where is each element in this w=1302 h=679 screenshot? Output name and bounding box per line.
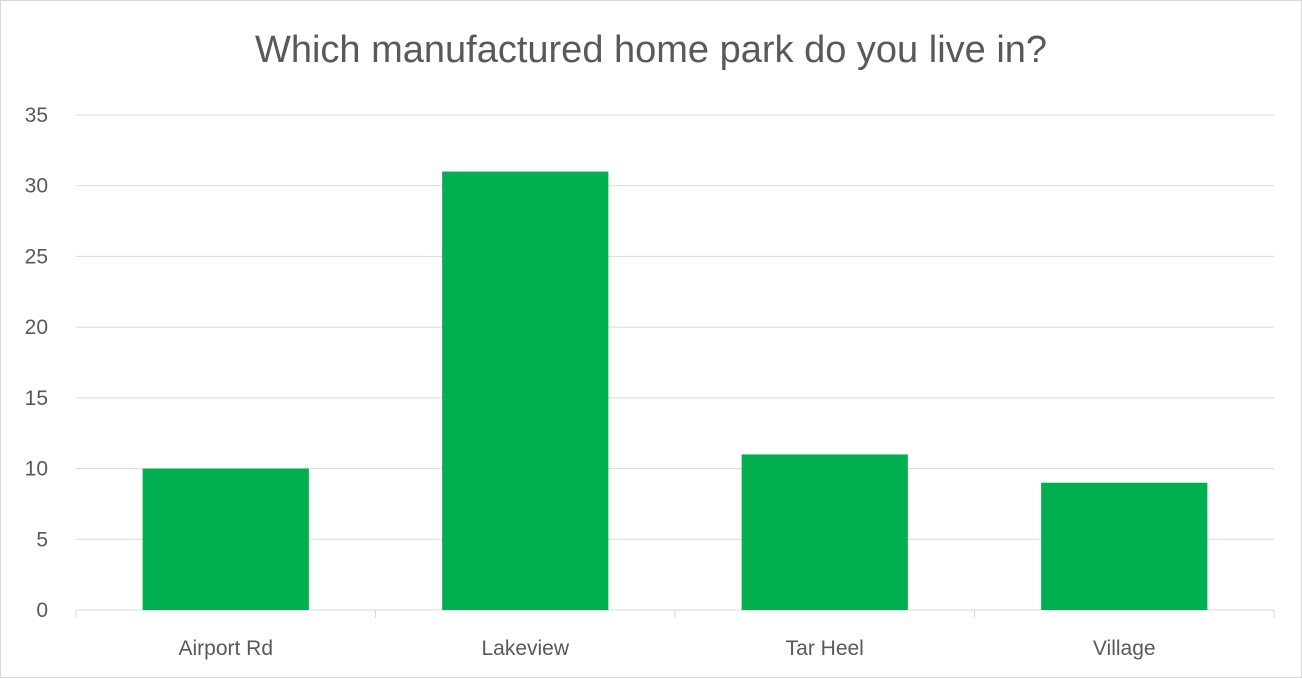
y-tick-label: 35 (25, 104, 48, 127)
y-tick-label: 30 (25, 175, 48, 198)
x-category-label: Lakeview (481, 637, 569, 660)
bar-lakeview (442, 171, 609, 611)
axes: 0 5 10 15 20 25 30 35 Airport Rd Lakeview Tar Heel… (25, 104, 1275, 660)
x-category-label: Airport Rd (178, 637, 273, 660)
bar-village (1041, 482, 1208, 610)
y-tick-label: 10 (25, 458, 48, 481)
y-tick-label: 15 (25, 387, 48, 410)
y-tick-label: 0 (36, 599, 48, 622)
y-tick-label: 20 (25, 316, 48, 339)
y-tick-label: 5 (36, 528, 48, 551)
bars (142, 171, 1208, 611)
chart-title: Which manufactured home park do you live… (254, 29, 1048, 71)
bar-tar-heel (741, 454, 908, 610)
x-category-label: Village (1093, 637, 1156, 660)
y-tick-label: 25 (25, 245, 48, 268)
bar-airport-rd (142, 468, 309, 610)
x-category-label: Tar Heel (786, 637, 864, 660)
